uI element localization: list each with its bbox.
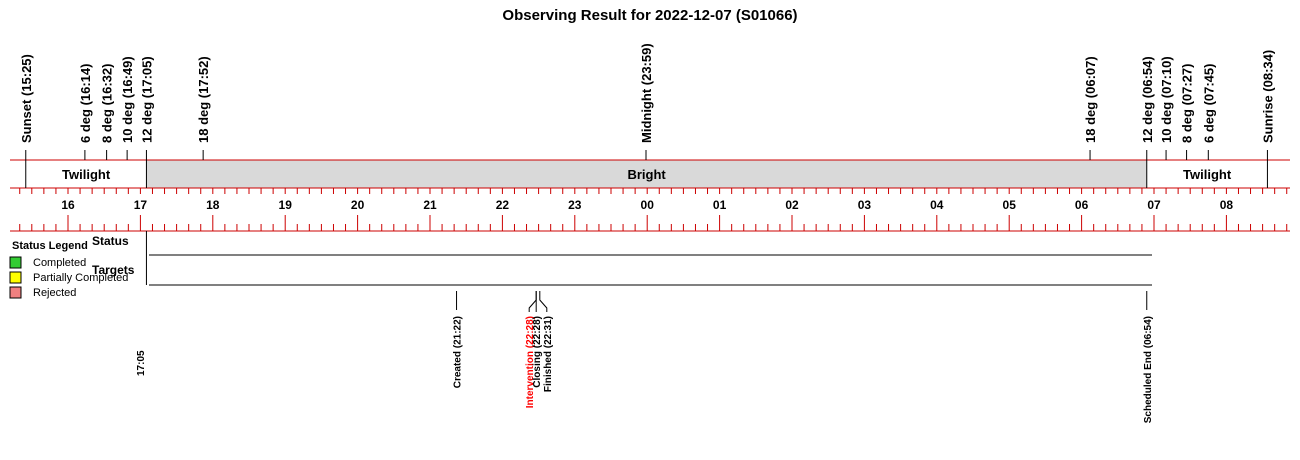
hour-labels: 16 17 18 19 20 21 22 23 00 01 02 03 04 05 06 07 08 xyxy=(61,198,1233,212)
event-label: Closing (22:28) xyxy=(532,316,543,388)
event-label: 18 deg (17:52) xyxy=(196,56,211,143)
event-label: 6 deg (07:45) xyxy=(1201,64,1216,143)
top-events: Sunset (15:25) 6 deg (16:14) 8 deg (16:32)… xyxy=(19,43,1275,188)
event-marker xyxy=(539,291,548,312)
hour-label: 16 xyxy=(61,198,75,212)
hour-label: 03 xyxy=(858,198,872,212)
axis-ticks xyxy=(19,188,1288,231)
band-label: Twilight xyxy=(1183,167,1232,182)
event-label: 12 deg (17:05) xyxy=(139,56,154,143)
event-label: 10 deg (07:10) xyxy=(1159,56,1174,143)
legend-label-rejected: Rejected xyxy=(33,287,76,299)
hour-label: 22 xyxy=(496,198,510,212)
hour-label: 01 xyxy=(713,198,727,212)
bright-band xyxy=(146,160,1147,188)
legend-label-partially-completed: Partially Completed xyxy=(33,272,128,284)
status-legend: Status Legend Completed Partially Comple… xyxy=(9,240,128,299)
event-label: 8 deg (16:32) xyxy=(100,64,115,143)
event-label: 6 deg (16:14) xyxy=(78,64,93,143)
event-label: Finished (22:31) xyxy=(543,316,554,392)
hour-label: 21 xyxy=(423,198,437,212)
band-label: Bright xyxy=(627,167,666,182)
hour-label: 02 xyxy=(785,198,799,212)
event-label: Created (21:22) xyxy=(453,316,464,388)
chart-title: Observing Result for 2022-12-07 (S01066) xyxy=(502,7,797,24)
hour-label: 06 xyxy=(1075,198,1089,212)
row-label-status: Status xyxy=(92,234,129,248)
legend-swatch-partially-completed xyxy=(9,271,22,284)
event-label: Midnight (23:59) xyxy=(639,43,654,143)
event-label: Intervention (22:28) xyxy=(525,316,536,408)
event-label: Sunrise (08:34) xyxy=(1260,50,1275,143)
event-label: 18 deg (06:07) xyxy=(1083,56,1098,143)
start-time-label: 17:05 xyxy=(136,350,147,376)
event-label: Scheduled End (06:54) xyxy=(1143,316,1154,423)
event-marker xyxy=(528,291,537,312)
hour-label: 17 xyxy=(134,198,148,212)
timeline-axis: 16 17 18 19 20 21 22 23 00 01 02 03 04 05 06 07 08 Twili… xyxy=(10,43,1290,232)
legend-swatch-completed xyxy=(9,256,22,269)
event-label: 12 deg (06:54) xyxy=(1140,56,1155,143)
hour-label: 08 xyxy=(1220,198,1234,212)
band-label: Twilight xyxy=(62,167,111,182)
hour-label: 20 xyxy=(351,198,365,212)
row-section: Status Targets 17:05 Created (21:22) Inte… xyxy=(92,231,1154,423)
bottom-events: Created (21:22) Intervention (22:28)Closi… xyxy=(145,231,1154,423)
hour-label: 07 xyxy=(1147,198,1161,212)
event-label: 8 deg (07:27) xyxy=(1180,64,1195,143)
event-label: Sunset (15:25) xyxy=(19,54,34,143)
hour-label: 04 xyxy=(930,198,944,212)
hour-label: 00 xyxy=(641,198,655,212)
hour-label: 05 xyxy=(1003,198,1017,212)
hour-label: 19 xyxy=(279,198,293,212)
event-label: 10 deg (16:49) xyxy=(120,56,135,143)
row-label-targets: Targets xyxy=(92,263,135,277)
legend-label-completed: Completed xyxy=(33,257,86,269)
legend-swatch-rejected xyxy=(9,286,22,299)
hour-label: 18 xyxy=(206,198,220,212)
band-labels: Twilight Bright Twilight xyxy=(62,167,1232,182)
hour-label: 23 xyxy=(568,198,582,212)
legend-title: Status Legend xyxy=(12,240,88,252)
